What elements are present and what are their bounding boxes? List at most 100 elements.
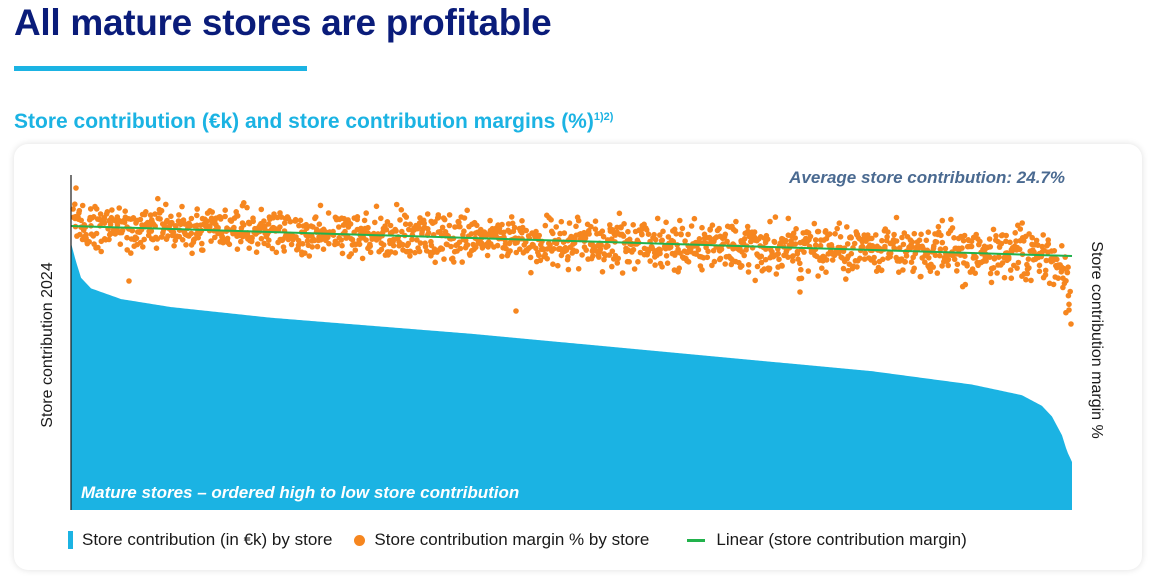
margin-dot (758, 259, 765, 266)
margin-dot (764, 236, 771, 242)
margin-dot (415, 224, 422, 231)
margin-dot (964, 263, 970, 269)
margin-dot (421, 220, 428, 227)
margin-dot (309, 244, 316, 250)
margin-dot (1001, 274, 1008, 281)
margin-dot (880, 256, 886, 263)
margin-dot (393, 228, 399, 234)
margin-dot (140, 244, 146, 250)
margin-dot (840, 265, 847, 272)
margin-dot (117, 241, 124, 247)
margin-dot (285, 236, 292, 243)
margin-dot (973, 231, 979, 238)
margin-dot (342, 228, 348, 235)
margin-dot (954, 268, 960, 274)
margin-dot (258, 235, 265, 242)
margin-dot (893, 238, 900, 244)
margin-dot (699, 267, 705, 273)
margin-dot (557, 230, 563, 237)
margin-dot (347, 221, 354, 227)
margin-dot (945, 256, 952, 263)
margin-dot (103, 211, 110, 217)
margin-dot (158, 207, 165, 214)
margin-dot (822, 228, 829, 234)
margin-dot (1050, 281, 1057, 288)
margin-dot (441, 216, 448, 223)
margin-dot (815, 228, 822, 235)
margin-dot (336, 224, 342, 230)
margin-dot (836, 220, 843, 226)
margin-dot (798, 266, 804, 273)
margin-dot (76, 207, 83, 214)
margin-dot (987, 254, 993, 260)
margin-dot (782, 237, 789, 244)
margin-dot (313, 214, 319, 220)
margin-dot (527, 254, 534, 261)
margin-dot (215, 224, 221, 231)
margin-dot (592, 218, 599, 224)
margin-dot (792, 241, 799, 247)
margin-dot (519, 218, 525, 224)
margin-dot (625, 228, 631, 235)
margin-dot (588, 223, 594, 230)
margin-dot (456, 239, 463, 245)
margin-dot (745, 269, 752, 275)
margin-dot (209, 209, 215, 215)
margin-dot (758, 253, 765, 260)
margin-dot (388, 249, 394, 255)
margin-dot (384, 219, 391, 225)
margin-dot (505, 221, 512, 227)
margin-dot (195, 234, 201, 241)
margin-dot (244, 204, 250, 211)
margin-dot (812, 242, 819, 248)
margin-dot (937, 246, 944, 252)
margin-dot (258, 206, 265, 213)
margin-dot (1064, 269, 1070, 276)
margin-dot (204, 218, 210, 224)
margin-dot (1023, 276, 1029, 283)
margin-dot (790, 253, 796, 259)
margin-dot (717, 255, 724, 262)
margin-dot (446, 212, 453, 218)
margin-dot (635, 259, 641, 265)
margin-dot (176, 212, 182, 218)
margin-dot (1013, 238, 1019, 244)
margin-dot (153, 245, 160, 251)
margin-dot (72, 201, 78, 207)
margin-dot (439, 246, 446, 252)
margin-dot (509, 220, 516, 227)
margin-dot-outlier (1066, 307, 1072, 313)
margin-dot (448, 243, 454, 250)
margin-dot (1005, 256, 1012, 262)
margin-dot (271, 211, 277, 217)
margin-dot (148, 228, 155, 234)
margin-dot (916, 237, 923, 243)
legend-item-bars: Store contribution (in €k) by store (68, 530, 332, 550)
margin-dot (461, 228, 467, 234)
margin-dot (615, 255, 621, 262)
margin-dot (844, 241, 851, 247)
margin-dot (1025, 256, 1032, 262)
margin-dot (801, 249, 807, 255)
margin-dot (688, 223, 695, 229)
margin-dot (457, 223, 463, 230)
margin-dot (707, 227, 713, 233)
margin-dot (231, 224, 237, 231)
legend-dot-swatch (354, 534, 366, 546)
margin-dot (109, 207, 115, 213)
margin-dot (682, 238, 688, 244)
margin-dot (378, 246, 385, 253)
margin-dot (86, 239, 92, 245)
margin-dot (620, 233, 627, 239)
margin-dot (654, 215, 661, 222)
trend-line (70, 225, 1073, 257)
margin-dot (563, 247, 570, 253)
margin-dot (519, 230, 525, 236)
legend-line-swatch (687, 538, 706, 542)
margin-dot (657, 232, 663, 238)
margin-dot (250, 218, 256, 225)
margin-dot (281, 248, 288, 254)
margin-dot (1040, 232, 1046, 238)
legend-bar-swatch (68, 531, 73, 549)
margin-dot (220, 239, 226, 246)
